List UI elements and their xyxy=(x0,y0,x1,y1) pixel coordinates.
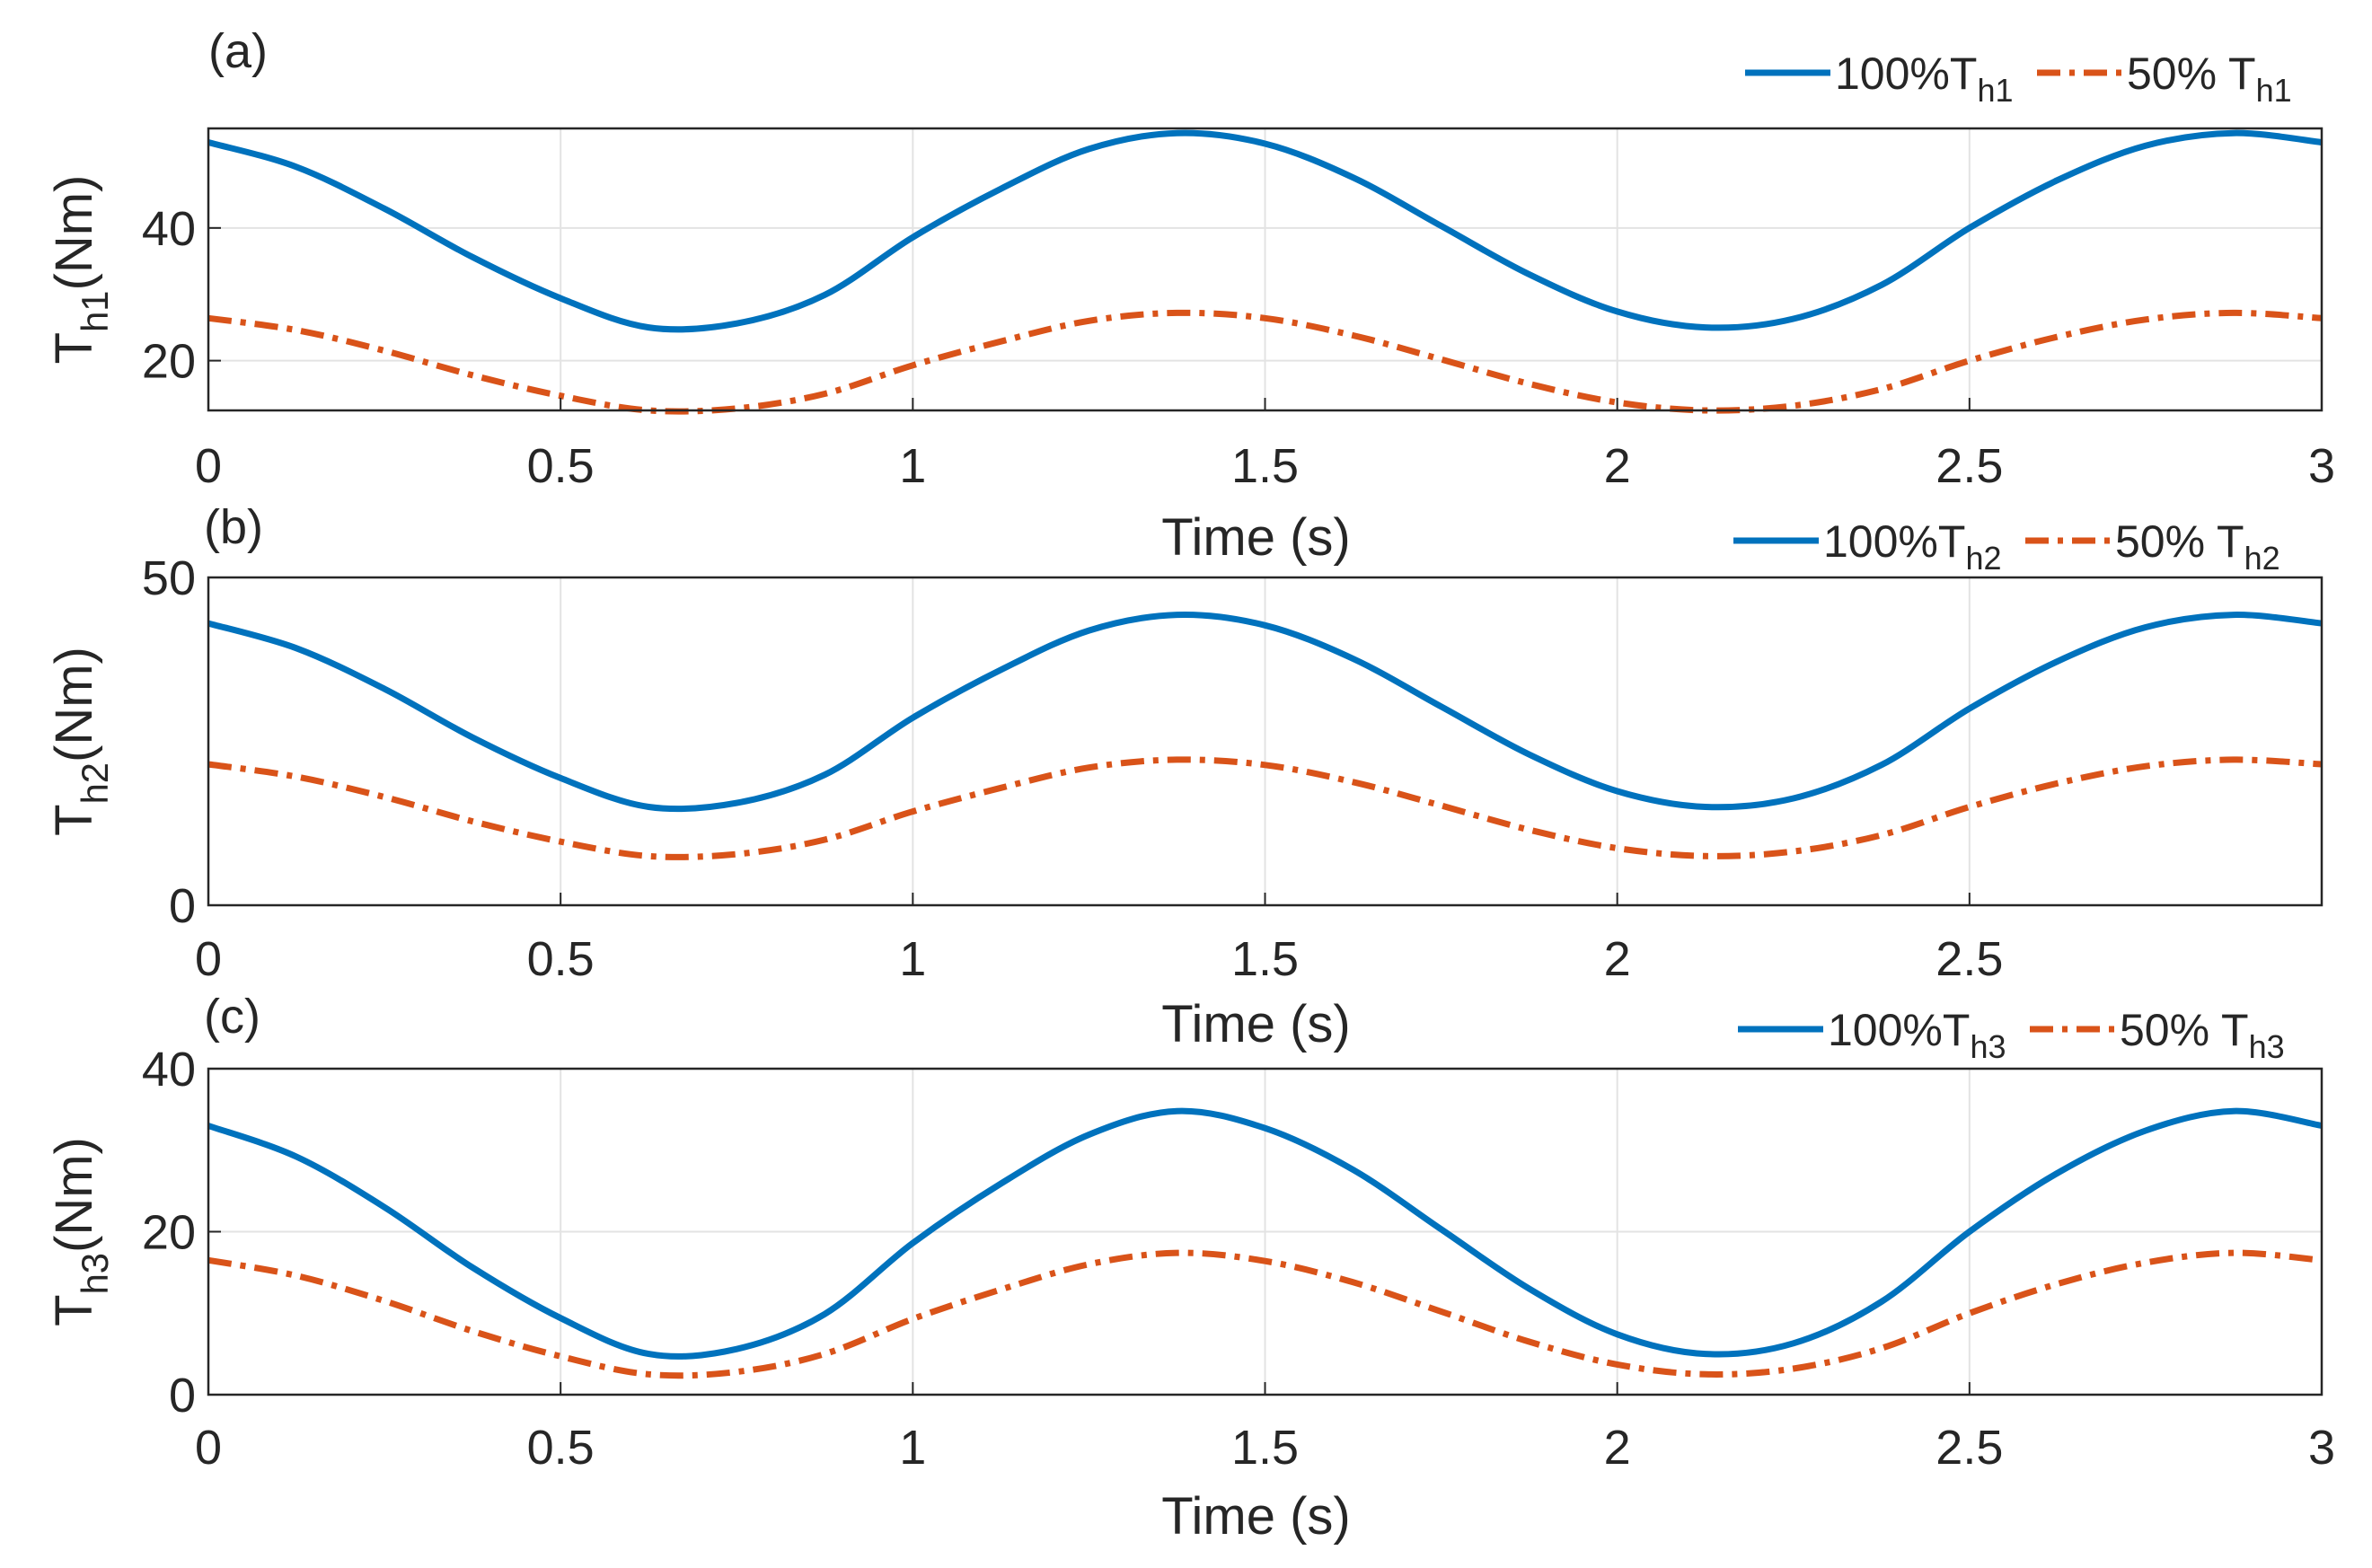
x-tick-label: 1 xyxy=(899,932,926,986)
x-tick-label: 2.5 xyxy=(1936,439,2003,493)
y-axis-label: Th2(Nm) xyxy=(45,647,116,836)
panel-label: (a) xyxy=(208,24,268,78)
panel-label: (b) xyxy=(204,500,263,554)
y-tick-label: 0 xyxy=(169,879,196,933)
x-tick-label: 1.5 xyxy=(1231,1421,1299,1475)
legend-entry-label: 50% Th3 xyxy=(2120,1005,2285,1065)
x-axis-label: Time (s) xyxy=(1161,1487,1350,1546)
x-tick-label: 0.5 xyxy=(527,439,595,493)
series-line-100pct xyxy=(207,611,2323,813)
legend-entry-label: 50% Th1 xyxy=(2127,48,2292,109)
x-tick-label: 1 xyxy=(899,1421,926,1475)
x-tick-label: 2.5 xyxy=(1936,1421,2003,1475)
x-axis-label: Time (s) xyxy=(1161,995,1350,1053)
panel-c: 0 0.5 1 1.5 2 2.5 3 0 20 40 Time (s) Th3(Nm) (c) 100%… xyxy=(45,990,2335,1546)
x-tick-label: 0.5 xyxy=(527,1421,595,1475)
legend: 100%Th3 50% Th3 xyxy=(1738,1005,2285,1065)
panel-label: (c) xyxy=(204,990,260,1044)
y-tick-label: 40 xyxy=(142,1043,196,1097)
y-axis-label: Th3(Nm) xyxy=(45,1137,116,1326)
x-tick-label: 0 xyxy=(195,439,222,493)
x-tick-label: 0.5 xyxy=(527,932,595,986)
x-tick-label: 1.5 xyxy=(1231,439,1299,493)
series-line-50pct xyxy=(207,309,2323,415)
x-tick-label: 1.5 xyxy=(1231,932,1299,986)
y-tick-label: 50 xyxy=(142,551,196,605)
series-line-50pct xyxy=(207,1249,2323,1379)
y-tick-label: 40 xyxy=(142,202,196,256)
x-tick-label: 3 xyxy=(2308,1421,2335,1475)
x-tick-label: 2 xyxy=(1604,932,1631,986)
x-tick-label: 2 xyxy=(1604,1421,1631,1475)
x-axis-label: Time (s) xyxy=(1161,508,1350,567)
x-tick-label: 1 xyxy=(899,439,926,493)
legend-entry-label: 100%Th2 xyxy=(1823,516,2001,577)
x-tick-label: 0 xyxy=(195,932,222,986)
legend-entry-label: 50% Th2 xyxy=(2115,516,2280,577)
series-line-100pct xyxy=(207,1107,2323,1360)
series-line-50pct xyxy=(207,756,2323,860)
panel-b: 0 0.5 1 1.5 2 2.5 0 50 Time (s) Th2(Nm) (b) 100%Th2… xyxy=(45,500,2324,1053)
x-tick-label: 2 xyxy=(1604,439,1631,493)
y-tick-label: 20 xyxy=(142,335,196,389)
legend: 100%Th1 50% Th1 xyxy=(1745,48,2292,109)
legend-entry-label: 100%Th1 xyxy=(1835,48,2013,109)
panel-a: 0 0.5 1 1.5 2 2.5 3 20 40 Time (s) Th1(Nm) (a) 100%T… xyxy=(45,24,2335,567)
series-line-100pct xyxy=(207,129,2323,333)
x-tick-label: 2.5 xyxy=(1936,932,2003,986)
x-tick-label: 3 xyxy=(2308,439,2335,493)
y-axis-label: Th1(Nm) xyxy=(45,175,116,365)
legend-entry-label: 100%Th3 xyxy=(1828,1005,2006,1065)
y-tick-label: 20 xyxy=(142,1206,196,1260)
legend: 100%Th2 50% Th2 xyxy=(1733,516,2280,577)
y-tick-label: 0 xyxy=(169,1369,196,1423)
x-tick-label: 0 xyxy=(195,1421,222,1475)
